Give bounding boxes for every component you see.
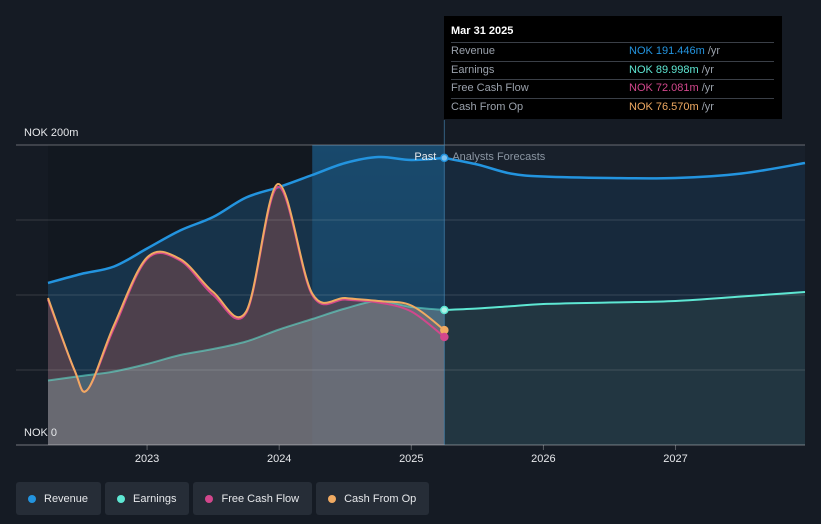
- tooltip-row-label: Cash From Op: [451, 100, 524, 113]
- earnings-marker: [440, 305, 449, 315]
- x-tick-label: 2026: [531, 453, 555, 465]
- x-tick-label: 2023: [135, 453, 159, 465]
- legend-dot-icon: [328, 494, 337, 503]
- y-tick-label: NOK 200m: [24, 127, 78, 139]
- x-tick-label: 2024: [267, 453, 291, 465]
- tooltip-row: Free Cash Flow NOK 72.081m/yr: [451, 79, 774, 98]
- tooltip-row-label: Earnings: [451, 63, 495, 76]
- x-tick-label: 2025: [399, 453, 423, 465]
- tooltip-row: Earnings NOK 89.998m/yr: [451, 60, 774, 80]
- legend-item-earnings[interactable]: Earnings: [105, 482, 190, 515]
- legend-item-free-cash-flow[interactable]: Free Cash Flow: [193, 482, 313, 515]
- y-tick-label: NOK 0: [24, 427, 57, 439]
- x-tick-label: 2027: [663, 453, 687, 465]
- tooltip-row: Revenue NOK 191.446m/yr: [451, 42, 774, 61]
- cash-from-op-line: [47, 182, 445, 393]
- legend-label: Free Cash Flow: [221, 492, 300, 505]
- legend-item-cash-from-op[interactable]: Cash From Op: [316, 482, 430, 515]
- tooltip-row-value: NOK 89.998m: [629, 63, 699, 76]
- free-cash-flow-marker: [440, 332, 449, 342]
- revenue-marker: [440, 153, 449, 163]
- tooltip-row-label: Revenue: [451, 45, 496, 57]
- tooltip-date: Mar 31 2025: [451, 25, 514, 37]
- earnings-area: [48, 300, 445, 445]
- tooltip-row-unit: /yr: [707, 45, 721, 57]
- legend-dot-icon: [205, 494, 214, 503]
- legend-dot-icon: [28, 494, 36, 503]
- past-label: Past: [414, 151, 436, 163]
- revenue-forecast-line: [444, 156, 806, 180]
- tooltip-row-unit: /yr: [701, 100, 714, 113]
- revenue-line: [47, 155, 445, 285]
- chart-legend: Revenue Earnings Free Cash Flow Cash From O…: [16, 482, 430, 515]
- earnings-forecast-line: [444, 291, 806, 311]
- tooltip-row-value: NOK 76.570m: [629, 100, 699, 113]
- tooltip-row-value: NOK 72.081m: [629, 82, 699, 94]
- legend-label: Cash From Op: [344, 492, 417, 505]
- tooltip-panel: Mar 31 2025 Revenue NOK 191.446m/yr Earnin…: [444, 16, 782, 119]
- tooltip-row-unit: /yr: [701, 63, 714, 76]
- earnings-forecast-area: [444, 292, 805, 445]
- tooltip-row-value: NOK 191.446m: [629, 45, 705, 57]
- legend-label: Earnings: [133, 492, 177, 505]
- tooltip-row-unit: /yr: [701, 82, 714, 94]
- legend-item-revenue[interactable]: Revenue: [16, 482, 102, 515]
- forecast-label: Analysts Forecasts: [452, 151, 545, 163]
- cash-from-op-marker: [440, 325, 449, 335]
- legend-dot-icon: [117, 494, 126, 503]
- legend-label: Revenue: [44, 492, 89, 505]
- tooltip-row-label: Free Cash Flow: [451, 82, 529, 94]
- tooltip-row: Cash From Op NOK 76.570m/yr: [451, 97, 774, 117]
